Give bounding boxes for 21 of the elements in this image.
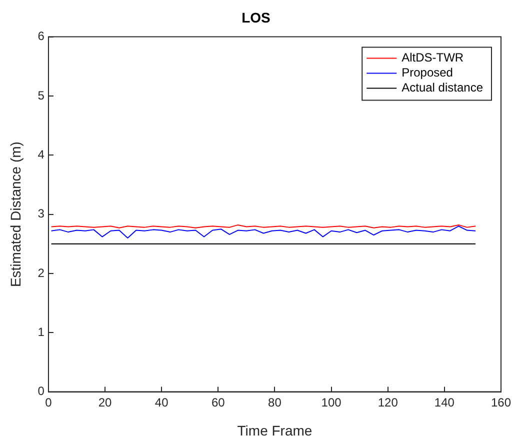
x-tick-label: 120 xyxy=(378,395,398,410)
legend-label: Actual distance xyxy=(402,80,484,95)
x-tick-label: 40 xyxy=(154,395,169,410)
x-axis-title: Time Frame xyxy=(237,422,312,438)
chart-title: LOS xyxy=(242,9,270,26)
legend-label: AltDS-TWR xyxy=(402,50,464,65)
x-tick-label: 60 xyxy=(211,395,226,410)
x-tick-label: 160 xyxy=(490,395,512,410)
y-tick-label: 3 xyxy=(38,206,45,221)
x-tick-label: 100 xyxy=(321,395,342,410)
y-tick-label: 1 xyxy=(38,324,45,339)
y-tick-label: 0 xyxy=(38,384,45,398)
x-tick-label: 20 xyxy=(98,395,112,410)
y-axis-title: Estimated Distance (m) xyxy=(7,142,24,288)
y-tick-label: 5 xyxy=(38,88,45,102)
x-tick-label: 80 xyxy=(268,395,282,410)
y-tick-label: 4 xyxy=(38,147,45,162)
y-tick-label: 6 xyxy=(38,29,45,44)
y-tick-label: 2 xyxy=(38,266,45,280)
x-tick-label: 140 xyxy=(434,395,455,410)
legend-label: Proposed xyxy=(402,66,453,80)
